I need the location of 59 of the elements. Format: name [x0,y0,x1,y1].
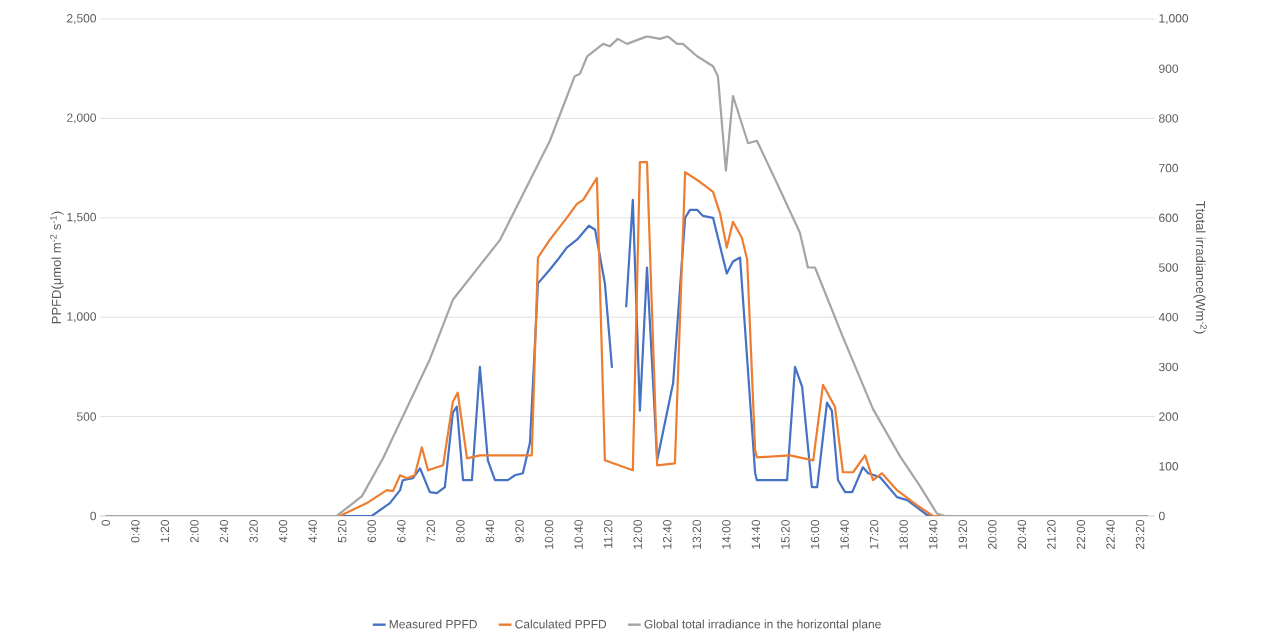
x-tick-label: 7:20 [426,520,436,543]
x-tick-label: 2:00 [190,520,199,543]
y-tick-label: 0 [90,511,97,521]
x-tick-label: 15:20 [781,520,790,549]
y-tick-label: 1,500 [67,212,97,223]
y2-tick-label: 700 [1159,163,1179,173]
x-tick-label: 8:40 [485,520,495,543]
x-tick-label: 0:40 [131,520,140,543]
x-tick-label: 21:20 [1047,520,1056,550]
y2-tick-label: 800 [1159,114,1179,123]
x-tick-label: 9:20 [515,520,524,543]
y-tick-label: 2,000 [67,113,97,124]
x-tick-label: 4:40 [308,520,317,543]
x-tick-label: 1:20 [160,520,170,543]
y2-axis-title: Ttotal irradiance(Wm$^{-2}$) [1193,201,1207,334]
x-tick-label: 23:20 [1135,520,1145,550]
x-tick-label: 3:20 [249,520,258,543]
y2-tick-label: 1,000 [1159,14,1189,25]
x-tick-label: 12:40 [663,520,672,549]
y2-tick-label: 100 [1159,462,1179,471]
x-tick-label: 0 [101,520,111,526]
y2-tick-label: 300 [1158,362,1179,372]
x-tick-label: 20:00 [988,520,997,550]
x-tick-label: 10:00 [544,520,554,549]
x-tick-label: 4:00 [278,520,288,543]
y2-tick-label: 400 [1158,313,1179,322]
legend-label: Measured PPFD [389,619,477,629]
x-tick-label: 19:20 [958,520,967,549]
x-tick-label: 14:40 [751,520,761,549]
x-tick-label: 22:00 [1076,520,1086,550]
x-tick-label: 13:20 [692,520,702,549]
x-tick-label: 14:00 [722,520,731,549]
y2-tick-label: 900 [1159,64,1179,74]
y-tick-label: 500 [76,412,97,421]
x-tick-label: 17:20 [869,520,879,549]
x-tick-label: 16:40 [840,520,849,549]
x-tick-label: 6:40 [397,520,406,543]
x-tick-label: 5:20 [337,520,347,543]
x-tick-label: 10:40 [574,520,583,549]
x-tick-label: 18:40 [928,520,938,549]
x-tick-label: 2:40 [219,520,229,543]
y2-tick-label: 600 [1159,213,1179,223]
y2-tick-label: 200 [1159,412,1179,421]
x-tick-label: 6:00 [367,520,376,543]
x-tick-label: 16:00 [810,520,820,549]
y-tick-label: 2,500 [67,14,97,25]
y2-tick-label: 0 [1158,511,1165,521]
x-tick-label: 8:00 [456,520,465,543]
x-tick-label: 18:00 [899,520,908,549]
y-axis-title: PPFD(μmol m$^{-2}$ s$^{-1}$) [50,211,64,324]
x-tick-label: 12:00 [633,520,642,549]
x-tick-label: 11:20 [603,520,613,548]
x-tick-label: 22:40 [1106,520,1115,550]
legend-label: Calculated PPFD [515,619,607,629]
legend-label: Global total irradiance in the horizontal plane [644,619,881,631]
y-tick-label: 1,000 [67,312,97,323]
x-tick-label: 20:40 [1017,520,1027,550]
y2-tick-label: 500 [1159,263,1179,272]
line-series [104,35,1149,517]
